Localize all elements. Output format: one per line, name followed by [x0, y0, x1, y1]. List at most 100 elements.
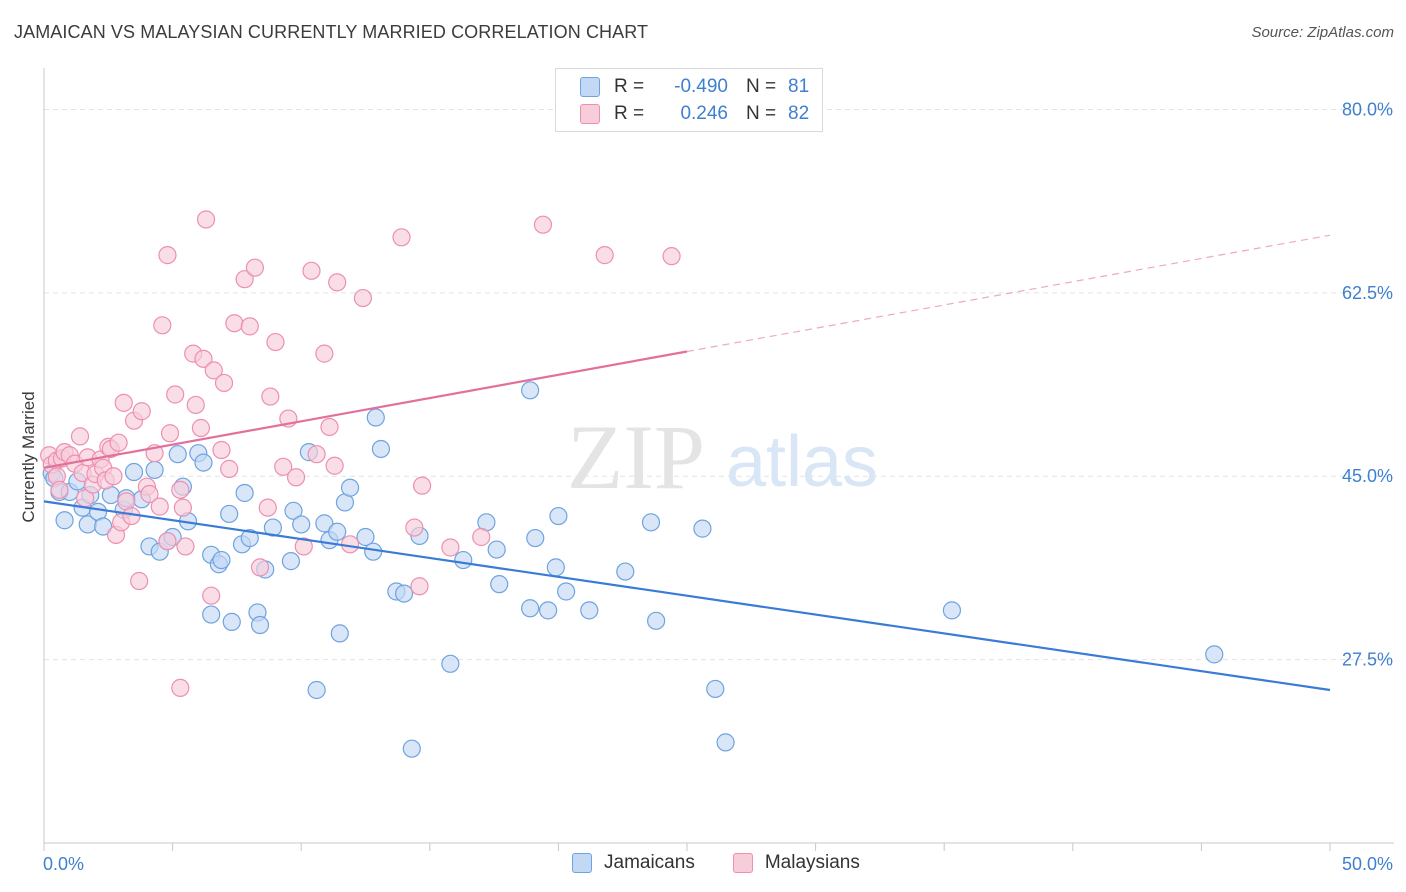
malaysians-point — [158, 532, 177, 551]
legend-n-value: 82 — [788, 103, 810, 124]
malaysians-point — [286, 468, 306, 487]
y-tick-label: 62.5% — [1342, 283, 1393, 303]
legend-item-jamaicans[interactable]: Jamaicans — [572, 852, 695, 874]
axes — [43, 68, 1394, 851]
y-tick-label: 80.0% — [1342, 99, 1393, 119]
jamaicans-point — [394, 584, 414, 603]
malaysians-point — [258, 498, 277, 517]
legend-swatch-jamaicans — [572, 853, 592, 873]
y-tick-labels: 27.5% 45.0% 62.5% 80.0% — [1342, 99, 1393, 669]
jamaicans-point — [1205, 645, 1224, 664]
malaysians-point — [150, 497, 169, 516]
malaysians-point — [353, 288, 373, 308]
jamaicans-point — [250, 615, 270, 635]
malaysians-point — [302, 261, 321, 280]
malaysians-point — [294, 537, 313, 556]
malaysians-point — [405, 518, 424, 537]
jamaicans-point — [292, 515, 311, 534]
x-tick-labels: 0.0% 50.0% — [43, 854, 1393, 874]
malaysians-point — [176, 537, 195, 556]
malaysians-point — [662, 247, 681, 266]
correlation-legend: R = -0.490 N = 81 R = 0.246 N = 82 — [555, 68, 823, 132]
malaysians-point — [245, 258, 265, 277]
jamaicans-point — [284, 501, 303, 520]
jamaicans-point — [693, 519, 712, 538]
data-points — [40, 210, 1224, 758]
malaysians-point — [315, 344, 334, 363]
jamaicans-point — [212, 550, 231, 570]
malaysians-point — [104, 467, 123, 486]
malaysians-point — [166, 385, 185, 404]
malaysians-point — [266, 332, 285, 352]
legend-swatch-malaysians — [580, 104, 600, 124]
source-label: Source: ZipAtlas.com — [1251, 24, 1394, 41]
malaysians-point — [114, 393, 133, 412]
jamaicans-point — [235, 483, 254, 503]
malaysians-point — [70, 427, 90, 446]
jamaicans-point — [364, 542, 383, 561]
jamaicans-point — [55, 511, 74, 530]
jamaicans-point — [647, 611, 666, 630]
jamaicans-point — [539, 601, 558, 620]
legend-swatch-jamaicans — [580, 77, 600, 97]
jamaicans-point — [220, 504, 239, 524]
jamaicans-point — [356, 527, 375, 547]
malaysians-trend-line — [43, 350, 688, 469]
jamaicans-point — [94, 517, 113, 536]
malaysians-point — [250, 558, 270, 577]
malaysians-point — [132, 402, 151, 421]
legend-r-value: 0.246 — [680, 103, 728, 124]
legend-r-value: -0.490 — [674, 76, 728, 97]
legend-row-jamaicans: R = -0.490 N = 81 — [580, 75, 809, 99]
legend-swatch-malaysians — [732, 853, 753, 873]
legend-row-malaysians: R = 0.246 N = 82 — [580, 102, 809, 126]
malaysians-point — [307, 445, 326, 464]
legend-n-value: 81 — [788, 76, 810, 97]
y-tick-label: 27.5% — [1342, 650, 1393, 670]
jamaicans-point — [168, 445, 187, 464]
jamaicans-point — [546, 558, 565, 577]
chart-title: JAMAICAN VS MALAYSIAN CURRENTLY MARRIED … — [14, 22, 649, 42]
jamaicans-point — [124, 462, 144, 482]
malaysians-point — [220, 459, 239, 478]
watermark-atlas: atlas — [726, 422, 878, 502]
jamaicans-point — [580, 601, 599, 620]
jamaicans-point — [281, 552, 301, 571]
watermark-zip: ZIP — [567, 406, 705, 508]
jamaicans-point — [240, 528, 259, 548]
jamaicans-point — [307, 680, 326, 700]
jamaicans-point — [526, 528, 545, 548]
malaysians-point — [191, 418, 210, 438]
malaysians-point — [194, 349, 213, 368]
malaysians-point — [412, 476, 432, 495]
malaysians-point — [202, 586, 221, 605]
malaysians-trend-extension — [686, 234, 1331, 353]
malaysians-point — [171, 678, 190, 698]
jamaicans-point — [315, 514, 334, 533]
y-axis-label: Currently Married — [19, 391, 38, 522]
jamaicans-point — [616, 562, 635, 581]
malaysians-point — [225, 314, 244, 333]
malaysians-point — [140, 484, 159, 504]
malaysians-point — [533, 215, 553, 234]
malaysians-point — [186, 395, 205, 415]
jamaicans-point — [222, 612, 241, 631]
legend-label-jamaicans: Jamaicans — [604, 852, 695, 873]
malaysians-point — [130, 571, 149, 591]
jamaicans-point — [557, 582, 576, 601]
jamaicans-point — [366, 408, 385, 427]
trend-lines — [43, 234, 1331, 692]
jamaicans-point — [490, 575, 509, 594]
jamaicans-point — [706, 679, 725, 699]
malaysians-point — [410, 577, 429, 596]
jamaicans-point — [454, 550, 473, 570]
malaysians-point — [171, 480, 190, 499]
malaysians-point — [325, 456, 344, 475]
malaysians-point — [441, 538, 460, 557]
legend-item-malaysians[interactable]: Malaysians — [732, 852, 860, 874]
malaysians-point — [109, 433, 128, 452]
malaysians-point — [196, 210, 216, 229]
jamaicans-point — [942, 601, 962, 620]
series-legend: Jamaicans Malaysians — [572, 852, 898, 874]
